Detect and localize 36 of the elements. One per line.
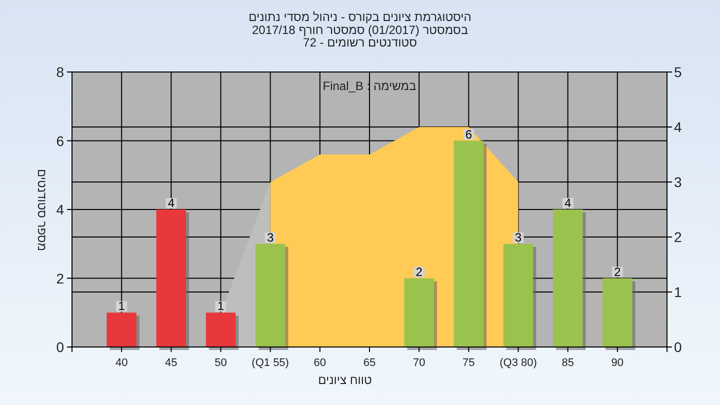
x-tick-label: 65	[363, 357, 376, 369]
data-label: 4	[564, 196, 572, 210]
data-label: 6	[465, 127, 472, 142]
chart-subtitle: בסמסטר (01/2017) סמסטר חורף 2017/18 סטודנטים רשומים - 72	[252, 23, 468, 50]
x-tick-label: (Q1 55)	[252, 357, 289, 369]
y-tick-label: 6	[56, 132, 64, 149]
data-label: 4	[168, 196, 175, 210]
data-label: 1	[118, 299, 126, 314]
y2-tick-label: 5	[674, 64, 682, 80]
y-axis-title: מספר סטודנטים	[35, 168, 49, 252]
y-tick-label: 0	[56, 339, 64, 355]
y2-tick-label: 1	[674, 284, 682, 300]
x-tick-label: 75	[462, 357, 475, 369]
y2-tick-label: 3	[674, 174, 682, 190]
x-tick-label: 70	[412, 357, 426, 369]
data-label: 3	[266, 230, 274, 244]
x-tick-label: 50	[214, 357, 227, 369]
data-label: 3	[514, 230, 522, 244]
data-label: 1	[217, 299, 224, 314]
y2-tick-label: 0	[674, 339, 682, 355]
y2-tick-label: 2	[674, 229, 682, 245]
annotation: במשימה : Final_B	[322, 79, 416, 93]
x-tick-label: 60	[314, 357, 326, 369]
x-tick-label: 85	[562, 357, 574, 369]
data-label: 2	[614, 264, 622, 279]
data-label: 2	[416, 264, 423, 279]
x-tick-label: (Q3 80)	[500, 357, 537, 369]
y2-tick-label: 4	[674, 119, 682, 135]
x-tick-label: 40	[115, 357, 128, 369]
x-tick-label: 90	[611, 357, 624, 369]
chart-title: היסטוגרמת ציונים בקורס - ניהול מסדי נתונים	[248, 10, 472, 24]
x-tick-label: 45	[165, 357, 178, 369]
y-tick-label: 8	[56, 64, 64, 80]
y-tick-label: 2	[56, 270, 64, 286]
x-axis-title: טווח ציונים	[318, 373, 372, 387]
y-tick-label: 4	[56, 202, 64, 218]
